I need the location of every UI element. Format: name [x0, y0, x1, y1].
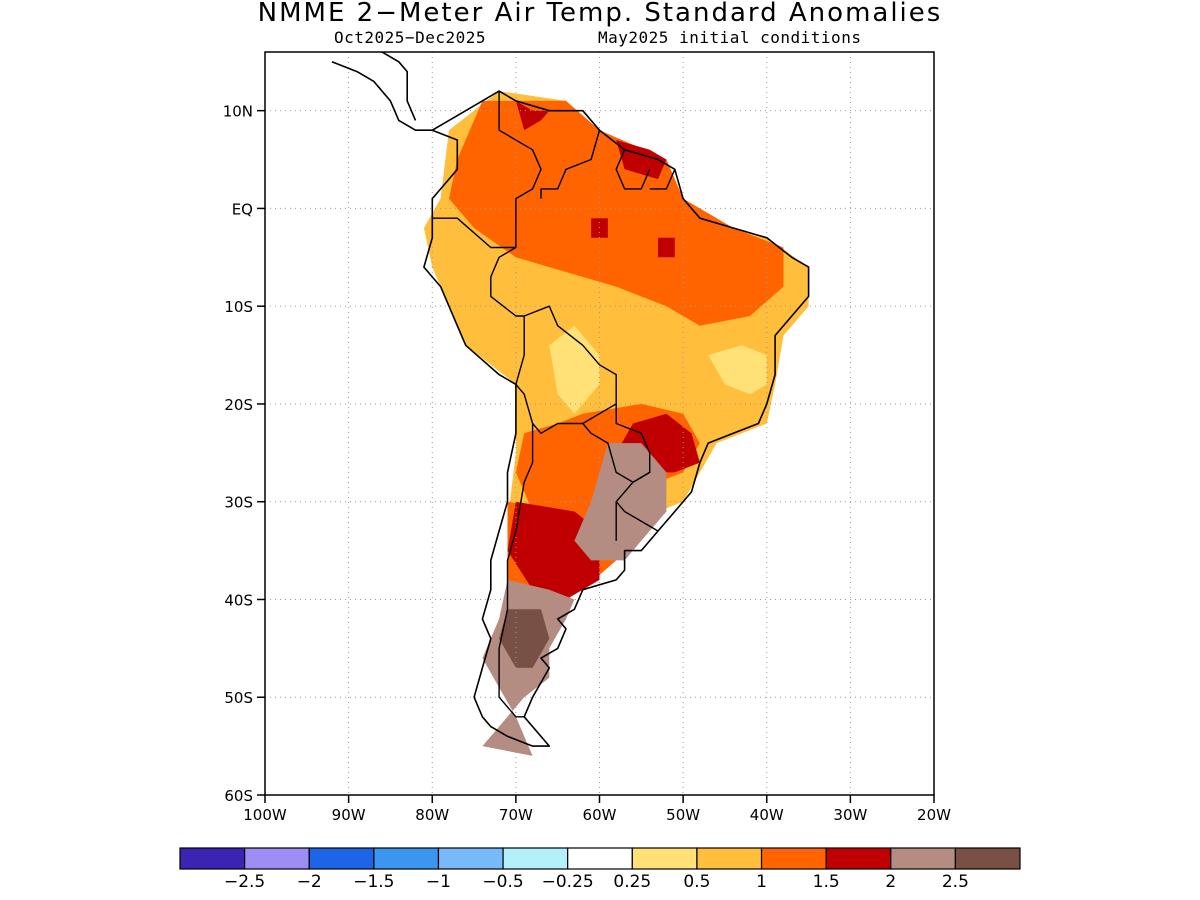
anomaly-region: [507, 501, 600, 600]
colorbar-label: −2: [297, 872, 322, 892]
colorbar-swatch: [825, 847, 892, 870]
country-border: [498, 423, 534, 718]
colorbar-swatch: [890, 847, 956, 870]
anomaly-region: [449, 100, 784, 326]
coastlines: [331, 52, 810, 747]
colorbar-label: 1.5: [813, 872, 840, 892]
lat-tick-label: EQ: [232, 200, 253, 218]
colorbar-label: 1: [756, 872, 767, 892]
colorbar-label: −0.25: [542, 872, 594, 892]
map-title: NMME 2−Meter Air Temp. Standard Anomalie…: [257, 0, 943, 28]
colorbar-swatch: [631, 847, 698, 870]
country-border: [615, 149, 651, 190]
colorbar-label: 0.5: [683, 872, 710, 892]
colorbar-swatch: [308, 847, 375, 870]
forecast-period: Oct2025−Dec2025: [334, 28, 486, 47]
colorbar-label: −1: [426, 872, 451, 892]
colorbar-swatch: [244, 847, 310, 870]
country-border: [490, 246, 525, 385]
anomaly-region: [515, 100, 550, 131]
colorbar-swatch: [760, 847, 827, 870]
country-border: [432, 91, 542, 249]
country-border: [649, 169, 676, 190]
anomaly-region: [708, 345, 767, 395]
colorbar-swatch: [179, 847, 246, 870]
colorbar-label: 0.25: [613, 872, 651, 892]
lat-tick-label: 20S: [224, 396, 253, 414]
lat-tick-label: 60S: [224, 787, 253, 805]
lon-tick-label: 50W: [666, 806, 700, 824]
colorbar-label: 2: [885, 872, 896, 892]
lat-tick-label: 40S: [224, 591, 253, 609]
lon-tick-label: 90W: [332, 806, 366, 824]
coastline: [381, 52, 417, 121]
colorbar-swatch: [437, 847, 504, 870]
colorbar-label: −2.5: [224, 872, 265, 892]
country-borders: [432, 91, 676, 718]
colorbar-label: −1.5: [353, 872, 394, 892]
country-border: [515, 305, 617, 434]
colorbar-swatch: [696, 847, 763, 870]
lat-tick-label: 10N: [223, 103, 253, 121]
anomaly-region: [658, 237, 675, 258]
lon-tick-label: 100W: [243, 806, 287, 824]
lon-tick-label: 80W: [415, 806, 449, 824]
lat-tick-label: 10S: [224, 298, 253, 316]
anomaly-region: [499, 609, 550, 668]
colorbar-swatch: [567, 847, 633, 870]
anomaly-region: [616, 140, 667, 180]
lon-tick-label: 40W: [750, 806, 784, 824]
colorbar-swatch: [954, 847, 1021, 870]
country-border: [540, 130, 601, 199]
colorbar-swatch: [373, 847, 440, 870]
coastline: [331, 61, 433, 131]
lon-tick-label: 60W: [583, 806, 617, 824]
colorbar-swatch: [502, 847, 569, 870]
anomaly-fill-layer: [423, 91, 809, 756]
lon-tick-label: 20W: [917, 806, 951, 824]
lon-tick-label: 70W: [499, 806, 533, 824]
lat-tick-label: 50S: [224, 689, 253, 707]
initial-conditions: May2025 initial conditions: [598, 28, 862, 47]
colorbar: −2.5 −2 −1.5 −1 −0.5 −0.25 0.25 0.5 1 1.5 2 2.5: [179, 847, 1021, 892]
lon-tick-label: 30W: [833, 806, 867, 824]
anomaly-region: [549, 325, 600, 414]
lat-tick-label: 30S: [224, 494, 253, 512]
coastline: [423, 90, 810, 747]
colorbar-label: −0.5: [482, 872, 523, 892]
colorbar-label: 2.5: [942, 872, 969, 892]
